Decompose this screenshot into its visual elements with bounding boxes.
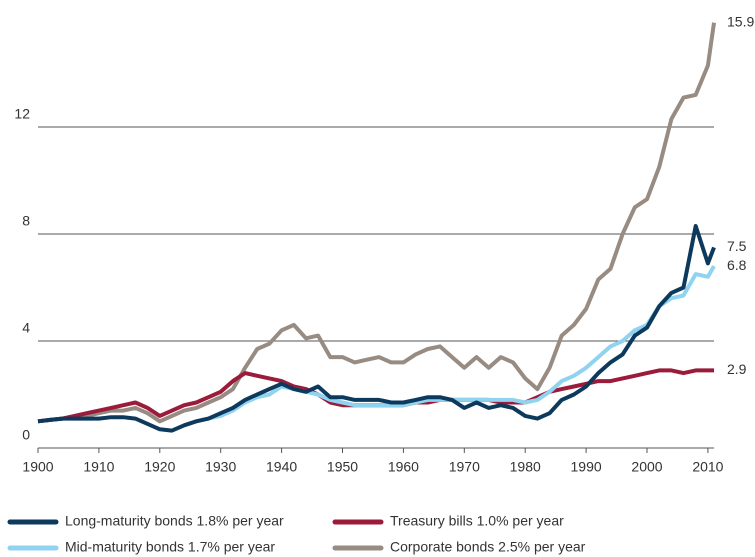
end-label: 7.5 [727,238,747,254]
x-tick-label: 1970 [449,459,480,475]
x-tick-label: 2000 [631,459,662,475]
x-tick-label: 2010 [692,459,723,475]
y-tick-label: 0 [22,427,30,443]
legend-label: Corporate bonds 2.5% per year [390,539,586,555]
legend-label: Treasury bills 1.0% per year [390,513,564,529]
x-tick-label: 1960 [388,459,419,475]
y-tick-label: 8 [22,213,30,229]
series-line [37,368,714,424]
x-tick-label: 1920 [144,459,175,475]
x-tick-label: 1910 [83,459,114,475]
end-label: 6.8 [727,257,747,273]
y-tick-label: 12 [14,106,30,122]
y-tick-label: 4 [22,320,30,336]
legend-label: Mid-maturity bonds 1.7% per year [65,539,275,555]
x-tick-label: 1940 [266,459,297,475]
end-label: 15.9 [727,13,754,29]
x-tick-label: 1980 [510,459,541,475]
legend-label: Long-maturity bonds 1.8% per year [65,513,284,529]
series-line [195,265,716,424]
series-line [37,22,716,424]
series-line [37,224,716,433]
x-tick-label: 1900 [22,459,53,475]
end-label: 2.9 [727,361,747,377]
x-tick-label: 1950 [327,459,358,475]
x-tick-label: 1990 [571,459,602,475]
x-tick-label: 1930 [205,459,236,475]
